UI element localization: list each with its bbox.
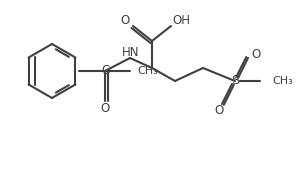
Text: C: C (101, 64, 109, 77)
Text: O: O (100, 102, 109, 115)
Text: HN: HN (122, 46, 140, 58)
Text: O: O (214, 105, 224, 118)
Text: S: S (231, 74, 239, 87)
Text: O: O (251, 49, 261, 61)
Text: CH₃: CH₃ (272, 76, 293, 86)
Text: CH₃: CH₃ (137, 66, 158, 76)
Text: O: O (120, 14, 130, 27)
Text: OH: OH (172, 14, 190, 27)
